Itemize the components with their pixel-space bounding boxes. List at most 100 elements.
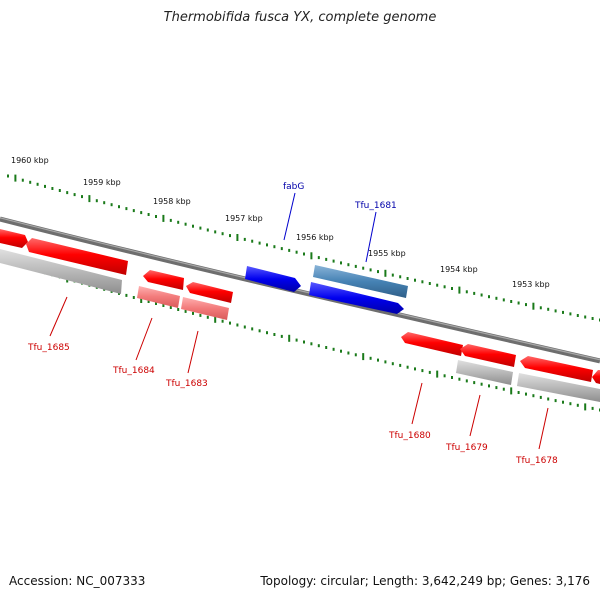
gene-arrow-1679[interactable] (460, 344, 516, 367)
outer-minor-tick (66, 191, 69, 195)
kbp-label-1956: 1956 kbp (296, 233, 334, 242)
inner-minor-tick (332, 347, 335, 351)
outer-minor-tick (221, 232, 224, 236)
outer-minor-tick (362, 266, 365, 270)
leader-fabG (283, 192, 296, 241)
outer-minor-tick (110, 203, 113, 207)
outer-minor-tick (140, 211, 143, 215)
inner-minor-tick (443, 374, 446, 378)
gene-label-1680[interactable]: Tfu_1680 (388, 431, 431, 441)
kbp-label-1953: 1953 kbp (512, 280, 550, 289)
outer-major-tick (310, 252, 313, 260)
outer-minor-tick (332, 259, 335, 263)
outer-minor-tick (44, 184, 46, 188)
gene-arrow-1681b[interactable] (309, 282, 404, 314)
leader-1679 (469, 394, 481, 437)
outer-minor-tick (81, 195, 83, 199)
gene-label-fabG[interactable]: fabG (283, 182, 304, 192)
inner-minor-tick (451, 376, 453, 379)
outer-minor-tick (169, 218, 172, 222)
inner-minor-tick (354, 353, 357, 357)
gene-arrow-1686[interactable] (0, 229, 28, 248)
inner-major-tick (436, 370, 439, 378)
outer-minor-tick (192, 224, 194, 228)
outer-minor-tick (451, 287, 453, 290)
gene-label-1683[interactable]: Tfu_1683 (165, 379, 208, 389)
outer-minor-tick (547, 307, 550, 311)
outer-minor-tick (288, 248, 291, 252)
gene-arrow-1677[interactable] (592, 370, 600, 384)
kbp-scale: 1960 kbp 1959 kbp 1958 kbp 1957 kbp 1956… (11, 156, 550, 289)
gene-label-1681[interactable]: Tfu_1681 (354, 201, 397, 211)
gene-arrow-1683[interactable] (186, 282, 233, 303)
gene-label-1685[interactable]: Tfu_1685 (27, 343, 70, 353)
outer-minor-tick (354, 264, 357, 268)
outer-minor-tick (436, 283, 439, 287)
outer-minor-tick (584, 315, 587, 319)
outer-minor-tick (177, 220, 180, 224)
gene-arrow-1684[interactable] (143, 270, 184, 290)
inner-minor-tick (428, 370, 431, 374)
gene-arrow-1685[interactable] (26, 238, 128, 275)
outer-minor-tick (473, 291, 476, 295)
inner-minor-tick (236, 323, 239, 327)
pseudo-arrow-1684[interactable] (137, 286, 180, 308)
gene-label-1684[interactable]: Tfu_1684 (112, 366, 155, 376)
inner-minor-tick (303, 340, 305, 344)
outer-minor-tick (517, 301, 520, 305)
outer-minor-tick (554, 309, 557, 313)
kbp-label-1955: 1955 kbp (368, 249, 406, 258)
inner-minor-tick (162, 304, 165, 307)
pseudo-arrow-1678[interactable] (517, 373, 600, 402)
outer-minor-tick (95, 199, 98, 203)
outer-minor-tick (21, 178, 24, 182)
gene-arrow-fabG[interactable] (245, 266, 301, 292)
outer-minor-tick (562, 310, 564, 314)
leader-1680 (411, 382, 423, 425)
gene-arrow-1680[interactable] (401, 332, 463, 356)
outer-minor-tick (377, 270, 379, 274)
kbp-label-1959: 1959 kbp (83, 178, 121, 187)
accession-text: Accession: NC_007333 (9, 574, 146, 588)
inner-minor-tick (280, 334, 283, 338)
pseudo-arrow-1685[interactable] (0, 249, 122, 294)
pseudo-arrow-1683[interactable] (181, 297, 229, 320)
outer-minor-tick (406, 277, 409, 280)
outer-minor-tick (125, 207, 128, 211)
outer-minor-tick (295, 250, 298, 254)
outer-minor-tick (391, 273, 394, 277)
inner-minor-tick (384, 360, 387, 364)
inner-minor-tick (317, 344, 320, 348)
outer-minor-tick (421, 280, 424, 284)
leader-1678 (538, 407, 549, 450)
outer-minor-tick (58, 189, 61, 192)
leader-1681 (365, 211, 377, 263)
inner-minor-tick (125, 293, 128, 297)
inner-minor-tick (251, 327, 254, 331)
inner-minor-tick (569, 402, 572, 406)
inner-major-tick (510, 387, 513, 395)
inner-minor-tick (591, 406, 594, 410)
inner-minor-tick (340, 349, 342, 353)
inner-minor-tick (414, 367, 416, 371)
inner-minor-tick (421, 369, 424, 373)
inner-minor-tick (325, 346, 328, 349)
inner-minor-tick (391, 362, 394, 366)
outer-minor-tick (280, 247, 283, 251)
kbp-label-1960: 1960 kbp (11, 156, 49, 165)
inner-minor-tick (243, 325, 246, 329)
pseudo-arrow-1679[interactable] (456, 360, 513, 385)
outer-minor-tick (184, 222, 187, 226)
outer-minor-tick (73, 193, 76, 197)
inner-minor-tick (310, 342, 313, 346)
inner-minor-tick (495, 386, 498, 390)
inner-minor-tick (406, 365, 409, 369)
gene-label-1679[interactable]: Tfu_1679 (445, 443, 488, 453)
gene-arrow-1681[interactable] (313, 265, 408, 298)
gene-arrow-1678[interactable] (520, 356, 593, 382)
outer-minor-tick (428, 282, 431, 285)
inner-major-tick (140, 296, 143, 303)
outer-minor-tick (502, 298, 505, 302)
gene-label-1678[interactable]: Tfu_1678 (515, 456, 558, 466)
outer-minor-tick (266, 243, 268, 247)
